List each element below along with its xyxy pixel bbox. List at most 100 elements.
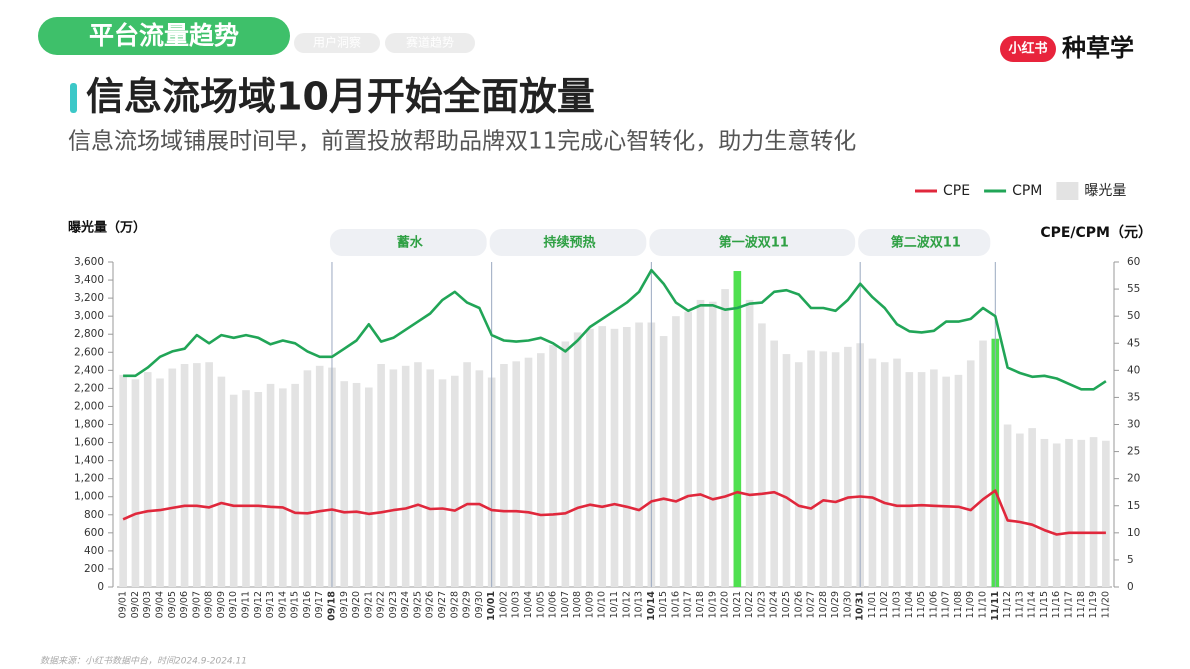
y2-tick-label: 30 <box>1127 419 1140 431</box>
legend-label: CPE <box>943 183 970 199</box>
x-tick-label: 11/08 <box>953 591 964 618</box>
x-tick-label: 10/01 <box>486 591 497 621</box>
y-tick-label: 600 <box>84 527 104 539</box>
bar <box>586 328 594 587</box>
bar <box>414 362 422 587</box>
x-tick-label: 11/13 <box>1014 591 1025 618</box>
y-tick-label: 2,400 <box>74 364 104 376</box>
tab[interactable] <box>385 33 475 53</box>
bar <box>758 323 766 587</box>
bar <box>1003 424 1012 587</box>
tab[interactable] <box>294 33 380 53</box>
bar <box>782 354 791 587</box>
bar <box>770 340 778 587</box>
legend-label: CPM <box>1012 183 1042 199</box>
y-tick-label: 2,800 <box>74 328 104 340</box>
brand-badge <box>1000 36 1056 62</box>
x-tick-label: 10/11 <box>609 591 620 618</box>
bar <box>954 374 963 587</box>
x-tick-label: 09/29 <box>462 591 473 618</box>
x-tick-label: 11/14 <box>1027 591 1038 618</box>
y-tick-label: 1,000 <box>74 491 104 503</box>
x-tick-label: 10/23 <box>756 591 767 618</box>
x-tick-label: 09/06 <box>179 591 190 618</box>
x-tick-label: 10/10 <box>597 591 608 618</box>
x-tick-label: 09/04 <box>154 591 165 618</box>
x-tick-label: 09/27 <box>437 591 448 618</box>
bar <box>819 351 828 587</box>
bar <box>708 301 717 587</box>
bar <box>536 353 545 587</box>
y2-tick-label: 50 <box>1127 310 1140 322</box>
x-tick-label: 10/28 <box>818 591 829 618</box>
active-tab[interactable] <box>38 17 290 55</box>
bar <box>377 364 385 587</box>
x-tick-label: 11/20 <box>1100 591 1111 618</box>
x-tick-label: 09/03 <box>142 591 153 618</box>
bar <box>156 378 164 587</box>
bar <box>733 271 742 587</box>
x-tick-label: 10/31 <box>855 591 866 621</box>
active-tab-label: 平台流量趋势 <box>89 21 239 50</box>
tab-label: 赛道趋势 <box>406 35 454 50</box>
x-tick-label: 10/04 <box>523 591 534 618</box>
bar <box>463 362 471 587</box>
y2-tick-label: 45 <box>1127 337 1140 349</box>
phase-band <box>858 229 991 256</box>
line <box>123 268 1107 391</box>
x-tick-label: 09/25 <box>412 591 423 618</box>
x-tick-label: 10/19 <box>707 591 718 618</box>
legend-label: 曝光量 <box>1084 183 1126 199</box>
bar <box>684 311 693 587</box>
x-tick-label: 09/01 <box>118 591 129 618</box>
x-tick-label: 10/22 <box>744 591 755 618</box>
y2-tick-label: 5 <box>1127 554 1134 566</box>
bar <box>930 369 938 587</box>
line <box>122 489 1106 536</box>
x-tick-label: 09/08 <box>204 591 215 618</box>
x-tick-label: 09/28 <box>449 591 460 618</box>
bar <box>917 372 926 587</box>
x-tick-label: 10/18 <box>695 591 706 618</box>
x-tick-label: 10/07 <box>560 591 571 618</box>
x-tick-label: 09/10 <box>228 591 239 618</box>
bar <box>401 365 410 587</box>
bar <box>598 326 607 587</box>
bar <box>1065 438 1073 587</box>
x-tick-label: 10/21 <box>732 591 743 618</box>
title-accent <box>70 83 77 113</box>
bar <box>279 388 287 587</box>
x-tick-label: 09/15 <box>290 591 301 618</box>
bar <box>315 365 324 587</box>
y2-tick-label: 20 <box>1127 473 1140 485</box>
y2-tick-label: 60 <box>1127 256 1140 268</box>
bar <box>340 381 349 587</box>
chart: 02004006008001,0001,2001,4001,6001,8002,… <box>74 182 1140 621</box>
bar <box>672 316 680 587</box>
y-tick-label: 3,400 <box>74 274 104 286</box>
x-tick-label: 11/18 <box>1076 591 1087 618</box>
brand-badge-text: 小红书 <box>1008 41 1047 57</box>
y-axis-label: 曝光量（万） <box>68 220 146 236</box>
x-tick-label: 10/20 <box>720 591 731 618</box>
y-tick-label: 400 <box>84 545 104 557</box>
x-tick-label: 11/07 <box>941 591 952 618</box>
bar <box>844 346 852 587</box>
x-tick-label: 10/27 <box>806 591 817 618</box>
x-tick-label: 11/02 <box>879 591 890 618</box>
x-tick-label: 09/20 <box>351 591 362 618</box>
x-tick-label: 10/26 <box>793 591 804 618</box>
bar <box>365 387 373 587</box>
x-tick-label: 10/06 <box>548 591 559 618</box>
x-tick-label: 11/04 <box>904 591 915 618</box>
bar <box>217 376 226 587</box>
y2-tick-label: 25 <box>1127 446 1140 458</box>
bar <box>168 368 177 587</box>
tab-label: 用户洞察 <box>313 35 361 50</box>
y2-axis-label: CPE/CPM（元） <box>1040 225 1152 241</box>
x-tick-label: 09/19 <box>339 591 350 618</box>
bar <box>1102 440 1110 587</box>
bar <box>205 362 213 587</box>
y2-tick-label: 15 <box>1127 500 1140 512</box>
x-tick-label: 11/05 <box>916 591 927 618</box>
